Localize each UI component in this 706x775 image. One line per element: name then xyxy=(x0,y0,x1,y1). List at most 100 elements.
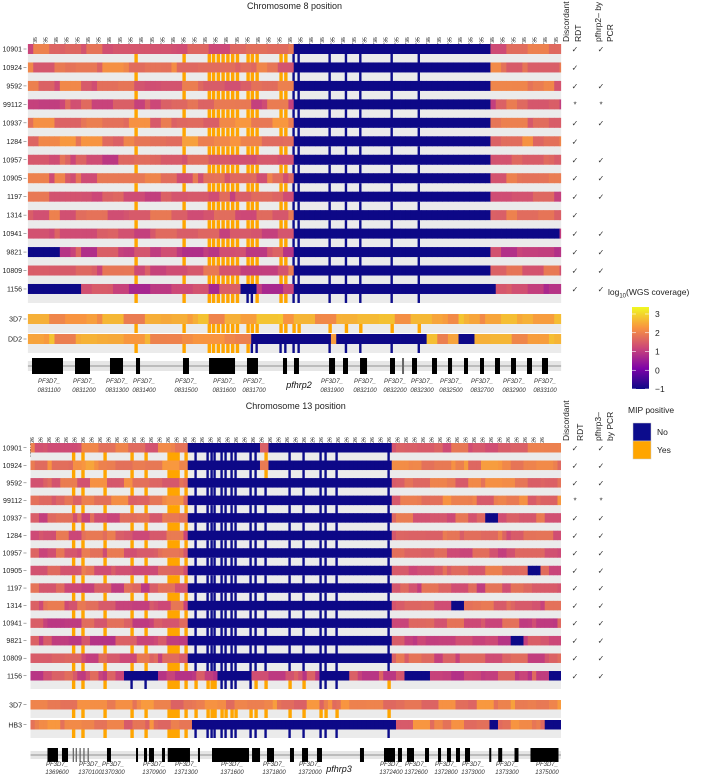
coverage-cell xyxy=(506,247,513,258)
pcr-deletion-mark: ✓ xyxy=(598,285,605,294)
coverage-cell xyxy=(102,136,109,147)
mip-probe-positive xyxy=(130,505,134,514)
coverage-cell xyxy=(128,583,133,593)
mip-probe-positive xyxy=(207,257,211,267)
coverage-cell xyxy=(519,530,524,541)
coverage-cell xyxy=(306,583,312,593)
coverage-cell xyxy=(171,173,178,184)
sample-row: 10901 ✓ ✓ xyxy=(3,44,604,63)
coverage-cell xyxy=(259,530,265,541)
coverage-cell xyxy=(400,247,406,258)
coverage-cell xyxy=(285,565,291,576)
coverage-cell xyxy=(415,334,422,344)
coverage-cell xyxy=(557,565,562,576)
coverage-cell xyxy=(277,62,284,73)
coverage-cell xyxy=(506,334,513,344)
coverage-cell xyxy=(323,565,329,576)
coverage-cell xyxy=(472,700,478,710)
coverage-cell xyxy=(155,228,162,239)
coverage-cell xyxy=(362,228,369,239)
mip-probe-negative xyxy=(359,238,362,248)
mip-probe-positive xyxy=(226,146,230,156)
coverage-cell xyxy=(357,653,363,663)
coverage-cell xyxy=(531,635,537,646)
coverage-cell xyxy=(65,80,71,91)
mip-probe-negative xyxy=(302,452,305,461)
coverage-cell xyxy=(81,334,87,344)
coverage-cell xyxy=(532,210,539,221)
coverage-cell xyxy=(238,460,244,471)
mip-probe-positive xyxy=(250,109,255,119)
coverage-cell xyxy=(383,635,388,646)
coverage-cell xyxy=(47,653,53,663)
coverage-cell xyxy=(77,600,82,611)
coverage-cell xyxy=(442,635,448,646)
coverage-cell xyxy=(77,548,82,558)
coverage-cell xyxy=(288,283,295,294)
coverage-cell xyxy=(463,530,469,541)
coverage-cell xyxy=(247,530,252,541)
coverage-cell xyxy=(346,154,353,165)
coverage-cell xyxy=(89,618,95,628)
coverage-cell xyxy=(134,191,140,202)
coverage-cell xyxy=(446,530,452,541)
gene-label-prefix: PF3D7_ xyxy=(143,762,165,768)
coverage-cell xyxy=(327,443,333,453)
coverage-cell xyxy=(391,600,397,611)
mip-probe-positive xyxy=(144,610,148,619)
mip-probe-negative xyxy=(224,540,227,549)
coverage-cell xyxy=(519,720,524,730)
coverage-cell xyxy=(289,618,295,628)
coverage-cell xyxy=(191,671,197,681)
coverage-cell xyxy=(536,513,541,523)
mip-probe-positive xyxy=(173,662,177,672)
coverage-cell xyxy=(320,210,327,221)
coverage-cell xyxy=(191,513,197,523)
coverage-cell xyxy=(89,495,95,506)
coverage-cell xyxy=(112,173,119,184)
coverage-cell xyxy=(208,314,215,324)
coverage-cell xyxy=(38,513,44,523)
mip-probe-negative xyxy=(292,127,295,137)
coverage-cell xyxy=(557,478,562,488)
coverage-cell xyxy=(495,44,502,54)
coverage-cell xyxy=(43,62,50,73)
coverage-cell xyxy=(323,653,329,663)
coverage-cell xyxy=(219,228,226,239)
coverage-cell xyxy=(502,635,507,646)
coverage-cell xyxy=(34,635,40,646)
coverage-cell xyxy=(502,700,507,710)
coverage-cell xyxy=(463,460,469,471)
mip-probe-negative xyxy=(220,505,223,514)
coverage-cell xyxy=(72,600,78,611)
coverage-cell xyxy=(102,495,108,506)
coverage-cell xyxy=(150,265,156,276)
coverage-cell xyxy=(288,44,295,54)
coverage-cell xyxy=(298,618,303,628)
coverage-cell xyxy=(160,314,167,324)
coverage-cell xyxy=(527,265,534,276)
pcr-deletion-mark: ✓ xyxy=(598,230,605,239)
coverage-cell xyxy=(293,565,299,576)
coverage-cell xyxy=(229,334,236,344)
gene-label-id: 0832700 xyxy=(470,388,494,394)
coverage-cell xyxy=(421,671,427,681)
coverage-cell xyxy=(166,173,172,184)
mip-probe-positive xyxy=(167,627,171,637)
coverage-cell xyxy=(288,228,295,239)
coverage-cell xyxy=(245,265,252,276)
coverage-cell xyxy=(501,265,507,276)
mip-probe-negative xyxy=(210,662,213,672)
coverage-cell xyxy=(170,565,176,576)
coverage-cell xyxy=(72,700,78,710)
coverage-cell xyxy=(538,247,544,258)
coverage-cell xyxy=(107,247,114,258)
mip-probe-positive xyxy=(255,109,259,119)
coverage-cell xyxy=(198,314,204,324)
coverage-cell xyxy=(198,117,204,128)
gene-label-id: 0833100 xyxy=(533,388,557,394)
coverage-cell xyxy=(162,478,167,488)
coverage-cell xyxy=(442,700,448,710)
coverage-cell xyxy=(544,653,550,663)
mip-probe-negative xyxy=(220,627,223,637)
